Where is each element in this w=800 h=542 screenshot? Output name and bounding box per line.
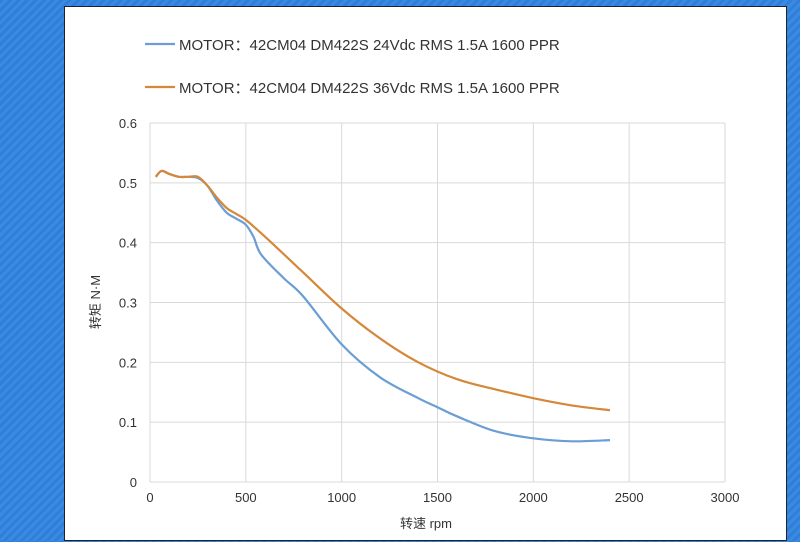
series-layer: [154, 169, 611, 443]
x-tick-label: 1000: [327, 490, 356, 505]
torque-speed-chart: 0 500 1000 1500 2000 2500 3000 0 0.1 0.2 0.3 0.4 0.5…: [88, 37, 740, 531]
ticks: 0 500 1000 1500 2000 2500 3000 0 0.1 0.2 0.3 0.4 0.5…: [119, 116, 740, 505]
chart-panel: 0 500 1000 1500 2000 2500 3000 0 0.1 0.2 0.3 0.4 0.5…: [64, 6, 787, 541]
x-axis-label: 转速 rpm: [400, 516, 452, 531]
x-tick-label: 2000: [519, 490, 548, 505]
x-tick-label: 2500: [615, 490, 644, 505]
x-tick-label: 3000: [711, 490, 740, 505]
y-tick-label: 0: [130, 475, 137, 490]
y-axis-label: 转矩 N·M: [88, 275, 103, 329]
x-tick-label: 500: [235, 490, 257, 505]
series-line-1: [154, 169, 611, 412]
y-tick-label: 0.4: [119, 236, 137, 251]
y-tick-label: 0.1: [119, 415, 137, 430]
legend: MOTOR：42CM04 DM422S 24Vdc RMS 1.5A 1600 …: [145, 37, 560, 97]
x-tick-label: 0: [146, 490, 153, 505]
y-tick-label: 0.2: [119, 355, 137, 370]
legend-label-0: MOTOR：42CM04 DM422S 24Vdc RMS 1.5A 1600 …: [179, 37, 560, 54]
y-tick-label: 0.3: [119, 296, 137, 311]
grid: [149, 122, 726, 483]
y-tick-label: 0.6: [119, 116, 137, 131]
legend-label-1: MOTOR：42CM04 DM422S 36Vdc RMS 1.5A 1600 …: [179, 80, 560, 97]
y-tick-label: 0.5: [119, 176, 137, 191]
x-tick-label: 1500: [423, 490, 452, 505]
